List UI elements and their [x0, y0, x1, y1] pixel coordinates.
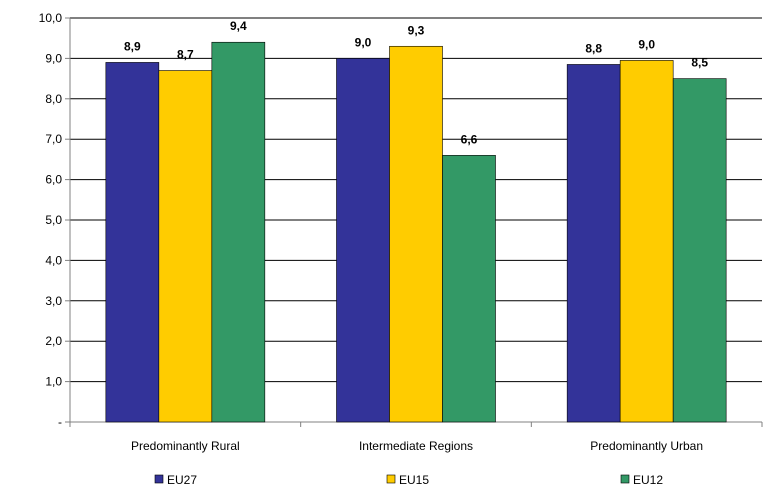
- y-tick-label: 5,0: [45, 213, 62, 227]
- y-tick-label: 3,0: [45, 294, 62, 308]
- y-tick-label: -: [58, 415, 62, 429]
- legend-swatch-eu27: [154, 474, 164, 484]
- legend-label: EU15: [399, 473, 429, 487]
- data-label: 9,0: [638, 37, 655, 51]
- legend-swatch-eu15: [386, 474, 396, 484]
- data-label: 6,6: [461, 132, 478, 146]
- y-tick-label: 1,0: [45, 375, 62, 389]
- legend-swatch-eu12: [620, 474, 630, 484]
- data-label: 8,9: [124, 39, 141, 53]
- bar-eu27: [336, 58, 390, 423]
- data-label: 8,7: [177, 48, 194, 62]
- bar-eu15: [158, 70, 213, 423]
- x-category-label: Predominantly Urban: [590, 439, 703, 453]
- legend-label: EU12: [633, 473, 663, 487]
- bar-eu27: [105, 62, 160, 423]
- data-label: 9,0: [355, 35, 372, 49]
- bar-eu15: [389, 45, 443, 423]
- x-category-label: Predominantly Rural: [131, 439, 240, 453]
- data-label: 8,5: [691, 56, 708, 70]
- bar-eu12: [672, 78, 727, 423]
- legend: EU27 EU15 EU12: [154, 473, 663, 487]
- y-tick-label: 7,0: [45, 132, 62, 146]
- bar-eu12: [211, 41, 266, 423]
- y-tick-label: 8,0: [45, 92, 62, 106]
- data-label: 9,3: [408, 23, 425, 37]
- data-label: 9,4: [230, 19, 247, 33]
- y-tick-label: 9,0: [45, 51, 62, 65]
- axes: - 1,0 2,0 3,0 4,0 5,0 6,0 7,0 8,0 9,0 10,0 Predomin…: [39, 11, 763, 453]
- y-tick-label: 4,0: [45, 253, 62, 267]
- bar-eu15: [619, 60, 674, 423]
- x-category-label: Intermediate Regions: [359, 439, 473, 453]
- bar-eu12: [442, 155, 496, 423]
- data-label: 8,8: [585, 41, 602, 55]
- data-labels: 8,9 8,7 9,4 9,0 9,3 6,6 8,8 9,0 8,5: [124, 19, 708, 146]
- y-tick-label: 10,0: [39, 11, 63, 25]
- y-tick-label: 2,0: [45, 334, 62, 348]
- y-tick-label: 6,0: [45, 173, 62, 187]
- bar-eu27: [566, 64, 621, 423]
- bars: [105, 41, 727, 423]
- legend-label: EU27: [167, 473, 197, 487]
